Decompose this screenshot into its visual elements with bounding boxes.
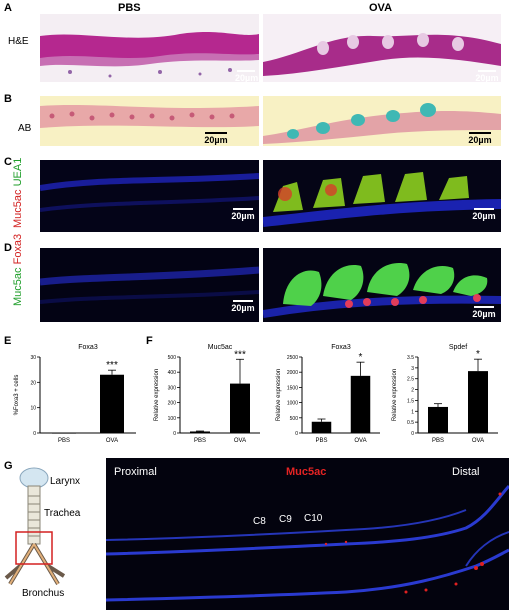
he-row-label: H&E <box>8 36 29 47</box>
y-tick-label: 2 <box>411 388 414 394</box>
scale-bar: 20µm <box>469 306 499 319</box>
y-tick-label: 2.5 <box>407 377 414 383</box>
bar <box>100 374 124 433</box>
chart-title: Foxa3 <box>331 344 351 351</box>
y-tick-label: 3 <box>411 366 414 372</box>
bar <box>311 421 332 433</box>
category-label: OVA <box>472 438 484 444</box>
panel-g-letter: G <box>4 460 13 472</box>
he-pbs-image: 20µm <box>40 14 259 82</box>
bar <box>428 406 448 433</box>
category-label: PBS <box>194 438 206 444</box>
y-tick-label: 500 <box>290 416 299 422</box>
category-label: PBS <box>58 438 70 444</box>
scale-bar: 20µm <box>235 70 258 82</box>
trachea-label: Trachea <box>44 508 81 519</box>
spdef-expression-chart: Spdef Relative expression 0 0.5 1 1.5 2 2.5 3 3.5… <box>388 335 506 450</box>
panel-d-letter: D <box>4 242 12 254</box>
y-tick-label: 0 <box>33 431 36 437</box>
bronchus-label: Bronchus <box>22 588 65 599</box>
ab-row-label: AB <box>18 123 32 134</box>
y-tick-label: 3.5 <box>407 355 414 361</box>
bar <box>350 375 371 433</box>
he-ova-image: 20µm <box>263 14 501 82</box>
scale-bar: 20µm <box>228 208 258 221</box>
y-tick-label: 1500 <box>287 385 298 391</box>
significance-marker: * <box>476 349 480 360</box>
chart-title: Foxa3 <box>78 344 98 351</box>
proximal-label: Proximal <box>114 466 157 478</box>
whole-mount-muc5ac-image: Proximal Muc5ac Distal C8 C9 C10 <box>106 458 509 610</box>
y-tick-label: 0.5 <box>407 420 414 426</box>
y-tick-label: 0 <box>173 431 176 437</box>
scale-bar: 20µm <box>463 132 497 145</box>
category-label: OVA <box>106 438 118 444</box>
chart-title: Spdef <box>449 344 467 351</box>
c9-label: C9 <box>279 514 292 525</box>
significance-marker: *** <box>106 360 118 371</box>
scale-bar: 20µm <box>228 300 258 313</box>
foxa3-expression-chart: Foxa3 Relative expression 0 500 1000 1500 2000… <box>268 335 388 450</box>
category-label: OVA <box>354 438 366 444</box>
y-tick-label: 1.5 <box>407 398 414 404</box>
chart-title: Muc5ac <box>208 344 233 351</box>
airway-diagram: Larynx Trachea Bronchus <box>0 458 104 610</box>
y-tick-label: 200 <box>168 401 177 407</box>
ab-ova-image: 20µm <box>263 96 501 146</box>
panel-a-letter: A <box>4 2 12 14</box>
ova-column-header: OVA <box>369 2 393 14</box>
scale-bar: 20µm <box>475 70 499 82</box>
significance-marker: * <box>359 352 363 363</box>
panel-d-stain-label: Muc5ac Foxa3 <box>12 233 24 306</box>
distal-label: Distal <box>452 466 480 478</box>
bar <box>230 383 250 433</box>
y-axis-label: %Foxa3 + cells <box>14 375 20 416</box>
larynx-label: Larynx <box>50 476 81 487</box>
y-tick-label: 1000 <box>287 401 298 407</box>
y-axis-label: Relative expression <box>392 369 398 421</box>
y-tick-label: 30 <box>30 355 36 361</box>
c8-label: C8 <box>253 516 266 527</box>
bar <box>190 431 210 433</box>
panel-f-letter: F <box>146 335 153 347</box>
y-axis-label: Relative expression <box>154 369 160 421</box>
y-tick-label: 0 <box>411 431 414 437</box>
if-d-pbs-image: 20µm <box>40 248 259 322</box>
y-axis-label: Relative expression <box>276 369 282 421</box>
bar <box>468 371 488 433</box>
y-tick-label: 1 <box>411 409 414 415</box>
panel-b-letter: B <box>4 93 12 105</box>
bar <box>52 433 76 434</box>
panel-c-letter: C <box>4 156 12 168</box>
scale-bar: 20µm <box>200 132 232 145</box>
ab-pbs-image: 20µm <box>40 96 259 146</box>
pbs-column-header: PBS <box>118 2 141 14</box>
panel-e-letter: E <box>4 335 12 347</box>
y-tick-label: 20 <box>30 380 36 386</box>
y-tick-label: 2000 <box>287 370 298 376</box>
y-tick-label: 0 <box>295 431 298 437</box>
y-tick-label: 400 <box>168 370 177 376</box>
if-c-pbs-image: 20µm <box>40 160 259 232</box>
category-label: PBS <box>315 438 327 444</box>
c10-label: C10 <box>304 513 323 524</box>
y-tick-label: 300 <box>168 385 177 391</box>
panel-c-stain-label: Muc5ac UEA1 <box>12 157 24 228</box>
category-label: OVA <box>234 438 246 444</box>
if-c-ova-image: 20µm <box>263 160 501 232</box>
if-d-ova-image: 20µm <box>263 248 501 322</box>
foxa3-percent-chart: Foxa3 %Foxa3 + cells 0 10 20 30 PBS *** OVA <box>0 335 146 450</box>
y-tick-label: 2500 <box>287 355 298 361</box>
muc5ac-marker-label: Muc5ac <box>286 466 327 478</box>
y-tick-label: 10 <box>30 406 36 412</box>
category-label: PBS <box>432 438 444 444</box>
significance-marker: *** <box>234 349 246 360</box>
muc5ac-expression-chart: Muc5ac Relative expression 0 100 200 300 400 50… <box>148 335 268 450</box>
y-tick-label: 500 <box>168 355 177 361</box>
scale-bar: 20µm <box>469 208 499 221</box>
y-tick-label: 100 <box>168 416 177 422</box>
